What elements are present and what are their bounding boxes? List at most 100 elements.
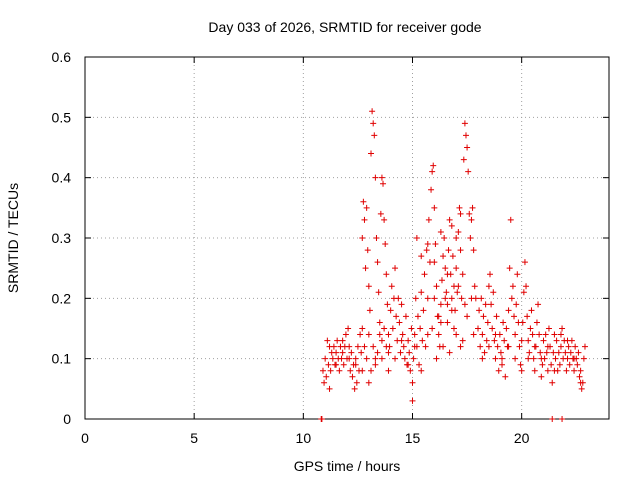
data-point — [424, 295, 431, 302]
data-point — [487, 271, 494, 278]
data-point — [489, 325, 496, 332]
data-point — [533, 319, 540, 326]
data-point — [571, 367, 578, 374]
data-point — [417, 325, 424, 332]
data-point — [567, 349, 574, 356]
data-point — [470, 331, 477, 338]
y-tick-label: 0.5 — [52, 109, 72, 125]
x-tick-label: 20 — [514, 430, 530, 446]
data-point — [363, 204, 370, 211]
data-point — [484, 319, 491, 326]
data-point — [485, 343, 492, 350]
data-point — [469, 204, 476, 211]
data-point — [449, 253, 456, 260]
data-point — [564, 337, 571, 344]
data-point — [381, 216, 388, 223]
data-point — [500, 319, 507, 326]
data-point — [575, 349, 582, 356]
data-point — [512, 331, 519, 338]
data-point — [503, 325, 510, 332]
data-point — [359, 235, 366, 241]
data-point — [433, 283, 440, 290]
data-point — [405, 361, 412, 368]
data-point — [326, 343, 333, 350]
data-point — [437, 319, 444, 326]
data-point — [368, 150, 375, 157]
data-point — [538, 373, 545, 380]
data-point — [540, 337, 547, 344]
data-point — [477, 343, 484, 350]
data-point — [318, 416, 325, 422]
data-point — [384, 301, 391, 308]
y-tick-label: 0.3 — [52, 230, 72, 246]
data-point — [548, 361, 555, 368]
data-point — [340, 361, 347, 368]
data-point — [572, 343, 579, 350]
data-point — [346, 355, 353, 362]
data-point — [319, 367, 326, 374]
data-point — [453, 235, 460, 241]
data-point — [544, 367, 551, 374]
data-point — [387, 307, 394, 314]
x-tick-label: 0 — [81, 430, 89, 446]
data-point — [559, 325, 566, 332]
data-point — [365, 379, 372, 386]
data-point — [544, 343, 551, 350]
data-point — [581, 343, 588, 350]
data-point — [321, 379, 328, 386]
data-point — [577, 367, 584, 374]
data-point — [400, 343, 407, 350]
data-point — [499, 355, 506, 362]
data-point — [363, 355, 370, 362]
data-point — [442, 265, 449, 272]
data-point — [530, 355, 537, 362]
data-point — [549, 379, 556, 386]
data-point — [410, 355, 417, 362]
data-point — [507, 216, 514, 223]
data-point — [468, 295, 475, 302]
data-point — [359, 367, 366, 374]
data-point — [437, 228, 444, 235]
data-point — [457, 210, 464, 217]
data-point — [512, 355, 519, 362]
y-tick-label: 0 — [63, 411, 71, 427]
data-point — [327, 367, 334, 374]
data-point — [429, 325, 436, 332]
data-point — [345, 325, 352, 332]
data-point — [378, 355, 385, 362]
data-point — [430, 162, 437, 169]
data-point — [576, 373, 583, 380]
data-point — [470, 247, 477, 254]
data-point — [431, 204, 438, 211]
data-point — [438, 277, 445, 284]
data-point — [549, 416, 556, 422]
data-point — [506, 265, 513, 272]
data-point — [431, 295, 438, 302]
data-point — [425, 216, 432, 223]
data-point — [431, 259, 438, 266]
data-point — [464, 144, 471, 151]
data-point — [539, 361, 546, 368]
data-point — [365, 283, 372, 290]
data-point — [543, 349, 550, 356]
data-point — [414, 313, 421, 320]
data-point — [380, 180, 387, 187]
data-point — [352, 355, 359, 362]
data-point — [352, 361, 359, 368]
data-point — [516, 343, 523, 350]
data-point — [346, 343, 353, 350]
data-point — [359, 325, 366, 332]
data-point — [550, 349, 557, 356]
data-point — [322, 355, 329, 362]
data-point — [383, 271, 390, 278]
data-point — [475, 325, 481, 332]
data-point — [458, 295, 465, 302]
data-point — [353, 379, 360, 386]
data-point — [336, 367, 343, 374]
chart-title: Day 033 of 2026, SRMTID for receiver god… — [208, 19, 481, 35]
data-point — [495, 367, 502, 374]
data-point — [399, 331, 406, 338]
data-point — [374, 259, 381, 266]
y-tick-label: 0.4 — [52, 170, 72, 186]
data-point — [505, 343, 512, 350]
